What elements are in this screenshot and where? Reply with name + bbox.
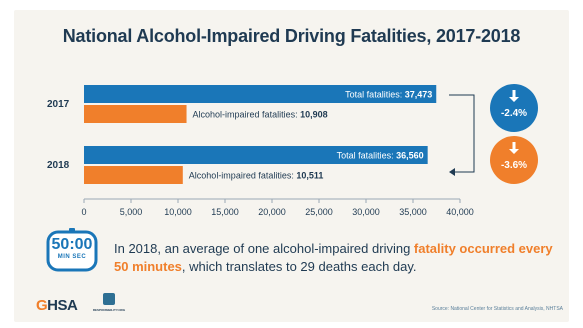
x-tick-label: 40,000 bbox=[446, 207, 474, 217]
responsibility-logo: RESPONSIBILITY.ORG bbox=[92, 293, 126, 321]
x-tick-label: 0 bbox=[81, 207, 86, 217]
stopwatch-icon: 50:00 MIN SEC bbox=[46, 228, 98, 272]
alcohol-fatalities-bar bbox=[84, 166, 183, 184]
total-fatalities-label: Total fatalities: 36,560 bbox=[337, 151, 424, 161]
category-label: 2017 bbox=[47, 99, 70, 110]
chart-title: National Alcohol-Impaired Driving Fatali… bbox=[62, 26, 521, 46]
callout-text-before: In 2018, an average of one alcohol-impai… bbox=[114, 241, 414, 256]
callout-text: In 2018, an average of one alcohol-impai… bbox=[114, 240, 564, 276]
alcohol-change-label: -3.6% bbox=[501, 160, 527, 171]
timer-units: MIN SEC bbox=[57, 254, 87, 260]
x-tick-label: 15,000 bbox=[211, 207, 239, 217]
source-note: Source: National Center for Statistics a… bbox=[431, 306, 563, 312]
alcohol-change-badge bbox=[490, 136, 538, 184]
x-tick-label: 20,000 bbox=[258, 207, 286, 217]
category-label: 2018 bbox=[47, 160, 70, 171]
responsibility-logo-text: RESPONSIBILITY.ORG bbox=[92, 308, 126, 312]
x-tick-label: 10,000 bbox=[164, 207, 192, 217]
ghsa-logo: GHSA bbox=[36, 297, 78, 314]
ghsa-logo-prefix: G bbox=[36, 297, 48, 314]
ghsa-logo-rest: HSA bbox=[47, 297, 78, 314]
callout-text-after: , which translates to 29 deaths each day… bbox=[181, 259, 417, 274]
total-fatalities-bar bbox=[84, 146, 428, 164]
alcohol-fatalities-bar bbox=[84, 105, 187, 123]
timer-number: 50:00 bbox=[51, 236, 93, 253]
total-change-badge bbox=[490, 84, 538, 132]
change-connector-line bbox=[449, 94, 475, 173]
x-tick-label: 35,000 bbox=[399, 207, 427, 217]
alcohol-fatalities-label: Alcohol-impaired fatalities: 10,908 bbox=[193, 110, 328, 120]
down-arrow-icon bbox=[509, 142, 519, 154]
callout-highlight: fatality occurred every 50 minutes bbox=[114, 241, 553, 274]
x-tick-label: 5,000 bbox=[120, 207, 143, 217]
x-tick-label: 30,000 bbox=[352, 207, 380, 217]
down-arrow-icon bbox=[509, 90, 519, 102]
alcohol-fatalities-label: Alcohol-impaired fatalities: 10,511 bbox=[189, 171, 324, 181]
x-tick-label: 25,000 bbox=[305, 207, 333, 217]
responsibility-logo-mark bbox=[103, 293, 115, 305]
total-fatalities-label: Total fatalities: 37,473 bbox=[345, 90, 432, 100]
total-change-label: -2.4% bbox=[501, 108, 527, 119]
change-connector-arrowhead bbox=[449, 168, 455, 176]
total-fatalities-bar bbox=[84, 85, 437, 103]
